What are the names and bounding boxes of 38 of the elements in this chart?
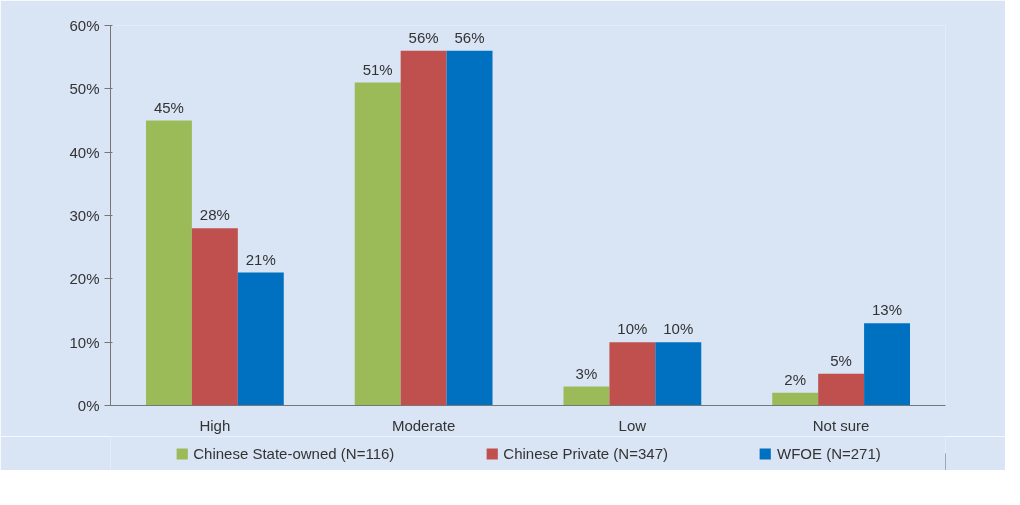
data-label: 3% — [575, 364, 598, 382]
bar — [772, 392, 819, 406]
x-tick-label: Not sure — [812, 416, 870, 434]
y-tick-label: 60% — [69, 17, 100, 34]
legend-label: WFOE (N=271) — [776, 444, 881, 462]
x-tick-label: Low — [618, 416, 647, 434]
y-tick-label: 30% — [69, 207, 100, 224]
data-label: 56% — [454, 28, 485, 46]
bar — [145, 120, 192, 406]
data-label: 21% — [245, 250, 276, 268]
y-tick-label: 10% — [69, 333, 100, 351]
y-tick-label: 20% — [69, 270, 100, 288]
data-label: 5% — [830, 351, 852, 369]
bar — [563, 386, 610, 406]
data-label: 28% — [199, 206, 230, 224]
data-label: 51% — [362, 60, 393, 78]
legend-label: Chinese Private (N=347) — [503, 444, 668, 462]
data-label: 10% — [663, 320, 694, 338]
y-tick-label: 0% — [77, 397, 100, 414]
bar — [446, 50, 493, 406]
legend-label: Chinese State-owned (N=116) — [193, 444, 395, 462]
y-tick-label: 40% — [69, 143, 100, 161]
data-label: 56% — [408, 28, 439, 46]
bar — [609, 342, 656, 406]
data-label: 2% — [784, 370, 807, 388]
x-tick-label: Moderate — [391, 416, 456, 434]
data-label: 13% — [872, 301, 903, 319]
bar — [237, 272, 284, 406]
bar — [191, 228, 238, 406]
bar — [818, 373, 865, 406]
data-label: 45% — [153, 98, 184, 116]
bar — [400, 50, 447, 406]
x-tick-label: High — [199, 416, 231, 434]
bar — [354, 82, 401, 406]
data-label: 10% — [617, 320, 648, 338]
y-tick-label: 50% — [69, 80, 100, 98]
bar — [864, 323, 911, 406]
bar — [655, 342, 702, 406]
